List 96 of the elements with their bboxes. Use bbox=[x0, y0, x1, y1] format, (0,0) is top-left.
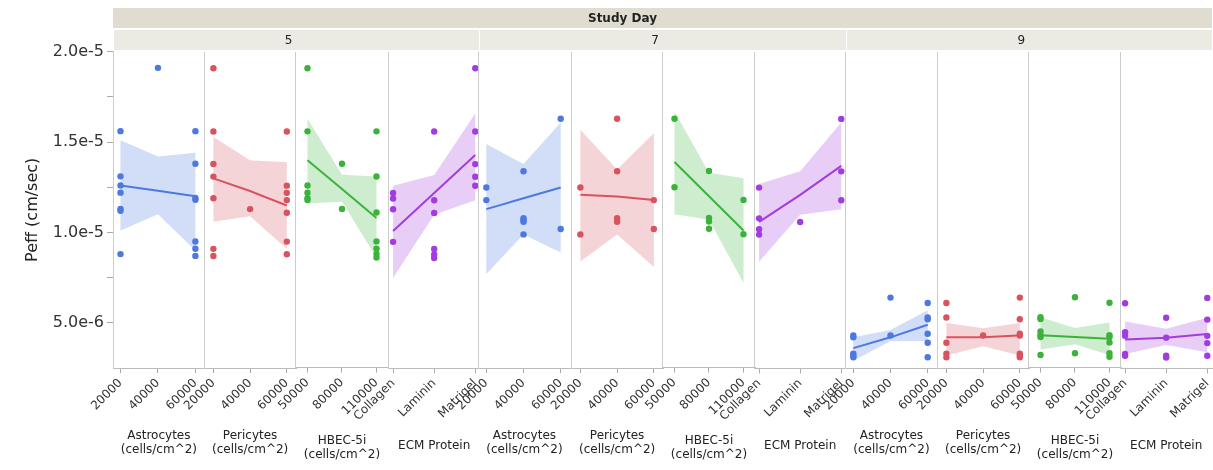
point bbox=[943, 339, 950, 346]
x-axis-title: HBEC-5i (cells/cm^2) bbox=[1036, 432, 1113, 461]
point bbox=[650, 225, 657, 233]
x-axis-title: Astrocytes (cells/cm^2) bbox=[853, 427, 930, 456]
point bbox=[192, 128, 199, 135]
point bbox=[520, 231, 528, 238]
point bbox=[705, 225, 712, 232]
point bbox=[613, 167, 620, 175]
point bbox=[1106, 353, 1113, 361]
point bbox=[283, 182, 291, 189]
point bbox=[557, 115, 565, 123]
chart-subtitle: 9 bbox=[845, 30, 1212, 50]
point bbox=[739, 196, 747, 204]
chart-title: Study Day bbox=[113, 8, 1212, 28]
chart-subtitle: 7 bbox=[479, 30, 846, 50]
point bbox=[283, 189, 291, 197]
point bbox=[283, 209, 291, 216]
point bbox=[739, 230, 747, 238]
y-tick-label: 1.0e-5 bbox=[52, 221, 104, 241]
point bbox=[1016, 294, 1024, 301]
x-axis-title: Pericytes (cells/cm^2) bbox=[578, 427, 655, 456]
point bbox=[373, 238, 380, 245]
chart-subtitle: 5 bbox=[113, 30, 480, 50]
point bbox=[670, 184, 678, 191]
point bbox=[576, 184, 584, 191]
point bbox=[1016, 316, 1024, 323]
y-axis-title: Peff (cm/sec) bbox=[21, 158, 41, 263]
point bbox=[210, 173, 217, 180]
point bbox=[705, 167, 712, 175]
point bbox=[373, 254, 380, 261]
x-axis-title: Pericytes (cells/cm^2) bbox=[212, 427, 289, 456]
point bbox=[613, 115, 620, 123]
point bbox=[210, 252, 217, 260]
point bbox=[192, 160, 199, 168]
point bbox=[1037, 351, 1044, 359]
point bbox=[670, 115, 678, 122]
point bbox=[283, 196, 291, 204]
x-axis-title: ECM Protein bbox=[397, 437, 470, 452]
point bbox=[483, 184, 490, 191]
point bbox=[924, 330, 931, 337]
point bbox=[943, 314, 950, 321]
point bbox=[304, 128, 311, 135]
point bbox=[210, 160, 217, 168]
y-tick-label: 2.0e-5 bbox=[52, 41, 104, 61]
point bbox=[192, 238, 199, 246]
point bbox=[979, 332, 987, 339]
point bbox=[117, 128, 124, 135]
point bbox=[304, 65, 311, 72]
y-tick-label: 5.0e-6 bbox=[52, 312, 104, 332]
point bbox=[117, 182, 124, 189]
point bbox=[373, 128, 380, 135]
point bbox=[373, 245, 380, 252]
point bbox=[924, 353, 931, 361]
point bbox=[283, 128, 291, 135]
point bbox=[887, 332, 894, 339]
point bbox=[154, 65, 162, 72]
point bbox=[192, 253, 199, 260]
x-axis-title: HBEC-5i (cells/cm^2) bbox=[670, 432, 747, 461]
point bbox=[576, 231, 584, 238]
point bbox=[338, 160, 346, 168]
point bbox=[705, 218, 712, 225]
x-axis-title: Astrocytes (cells/cm^2) bbox=[120, 427, 198, 457]
point bbox=[192, 245, 199, 253]
point bbox=[650, 196, 657, 204]
point bbox=[117, 189, 124, 197]
y-tick-label: 1.5e-5 bbox=[52, 131, 104, 151]
point bbox=[483, 196, 490, 204]
point bbox=[557, 225, 565, 233]
point bbox=[887, 294, 894, 301]
point bbox=[117, 251, 124, 258]
point bbox=[210, 245, 217, 253]
point bbox=[304, 189, 311, 196]
point bbox=[1071, 294, 1079, 301]
point bbox=[924, 339, 931, 346]
point bbox=[210, 195, 217, 202]
x-axis-title: Astrocytes (cells/cm^2) bbox=[486, 427, 564, 456]
x-axis-title: ECM Protein bbox=[764, 437, 837, 452]
x-axis-title: HBEC-5i (cells/cm^2) bbox=[304, 432, 381, 461]
x-axis-title: Pericytes (cells/cm^2) bbox=[944, 427, 1022, 456]
point bbox=[520, 167, 528, 175]
point bbox=[304, 182, 311, 189]
point bbox=[373, 209, 380, 216]
x-axis-title: ECM Protein bbox=[1130, 437, 1203, 452]
point bbox=[943, 299, 950, 307]
point bbox=[210, 65, 217, 72]
point bbox=[1071, 350, 1079, 357]
point bbox=[373, 173, 380, 180]
point bbox=[1106, 339, 1113, 346]
point bbox=[210, 128, 217, 135]
point bbox=[1106, 299, 1113, 306]
point bbox=[338, 205, 346, 213]
point bbox=[117, 173, 124, 180]
point bbox=[283, 238, 291, 245]
point bbox=[924, 299, 931, 307]
point bbox=[247, 205, 254, 213]
point bbox=[283, 251, 291, 258]
